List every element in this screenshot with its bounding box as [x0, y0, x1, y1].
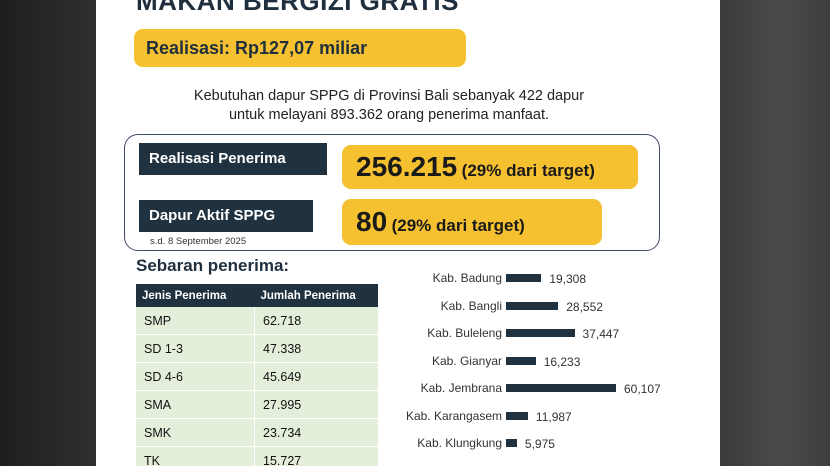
cell-jenis: TK: [136, 446, 255, 466]
bar-value-label: 19,308: [549, 272, 587, 286]
stat-label-realisasi-penerima: Realisasi Penerima: [139, 143, 327, 175]
background-right: [720, 0, 830, 466]
bar-value-label: 11,987: [535, 409, 572, 424]
cell-jumlah: 23.734: [254, 418, 378, 447]
cell-jenis: SD 4-6: [136, 362, 255, 391]
table-row: SD 4-6 45.649: [136, 362, 378, 391]
bar: [506, 439, 517, 447]
bar-value-label: 28,552: [566, 299, 603, 314]
sebaran-table: Jenis Penerima Jumlah Penerima SMP 62.718…: [136, 284, 378, 466]
table-row: SMA 27.995: [136, 390, 378, 419]
stat-note-realisasi-penerima: (29% dari target): [461, 161, 595, 180]
bar: [506, 384, 616, 392]
background-left: [0, 0, 96, 466]
sebaran-title: Sebaran penerima:: [136, 256, 290, 275]
cell-jumlah: 62.718: [254, 307, 378, 335]
bar-label: Kab. Badung: [432, 271, 502, 285]
as-of-date: s.d. 8 September 2025: [150, 236, 247, 247]
table-row: SMP 62.718: [136, 307, 378, 335]
infographic-card: MAKAN BERGIZI GRATIS Realisasi: Rp127,07…: [96, 0, 720, 466]
table-header-row: Jenis Penerima Jumlah Penerima: [136, 284, 378, 307]
bar: [506, 356, 536, 365]
page-title: MAKAN BERGIZI GRATIS: [136, 0, 459, 16]
column-header-jenis: Jenis Penerima: [136, 284, 255, 307]
column-header-jumlah: Jumlah Penerima: [254, 284, 378, 307]
realisasi-badge: Realisasi: Rp127,07 miliar: [134, 29, 466, 67]
bar-label: Kab. Gianyar: [431, 353, 502, 368]
bar-label: Kab. Klungkung: [417, 436, 502, 450]
cell-jenis: SD 1-3: [136, 334, 255, 363]
bar-value-label: 16,233: [543, 354, 581, 369]
table-row: TK 15.727: [136, 446, 378, 466]
stat-label-dapur-aktif: Dapur Aktif SPPG: [139, 200, 313, 232]
cell-jumlah: 47.338: [254, 334, 378, 363]
bar-value-label: 37,447: [582, 327, 620, 341]
bar: [506, 411, 528, 420]
bar-label: Kab. Bangli: [440, 298, 502, 313]
stats-box: [124, 134, 660, 251]
cell-jenis: SMP: [136, 307, 255, 335]
cell-jenis: SMK: [136, 418, 255, 447]
table-row: SD 1-3 47.338: [136, 334, 378, 363]
bar-label: Kab. Jembrana: [420, 381, 502, 395]
stat-value-realisasi-penerima: 256.215 (29% dari target): [342, 145, 638, 189]
bar: [506, 329, 575, 337]
cell-jumlah: 27.995: [254, 390, 378, 419]
cell-jumlah: 15.727: [254, 446, 378, 466]
bar: [506, 274, 542, 282]
bar-label: Kab. Buleleng: [427, 326, 502, 340]
description: Kebutuhan dapur SPPG di Provinsi Bali se…: [136, 87, 642, 125]
cell-jenis: SMA: [136, 390, 255, 419]
stat-number-dapur-aktif: 80: [356, 206, 388, 237]
description-line-1: Kebutuhan dapur SPPG di Provinsi Bali se…: [193, 88, 585, 104]
description-line-2: untuk melayani 893.362 orang penerima ma…: [228, 107, 549, 123]
table-row: SMK 23.734: [136, 418, 378, 447]
stat-number-realisasi-penerima: 256.215: [356, 151, 458, 182]
bar-value-label: 60,107: [623, 382, 661, 396]
bar-label: Kab. Karangasem: [405, 408, 502, 423]
stat-value-dapur-aktif: 80 (29% dari target): [342, 199, 602, 245]
bar: [506, 301, 559, 310]
bar-value-label: 5,975: [524, 437, 555, 451]
kabupaten-bar-chart: Kab. Badung 19,308 Kab. Bangli 28,552 Kab. B…: [386, 270, 706, 466]
stat-note-dapur-aktif: (29% dari target): [391, 216, 525, 235]
cell-jumlah: 45.649: [254, 362, 378, 391]
